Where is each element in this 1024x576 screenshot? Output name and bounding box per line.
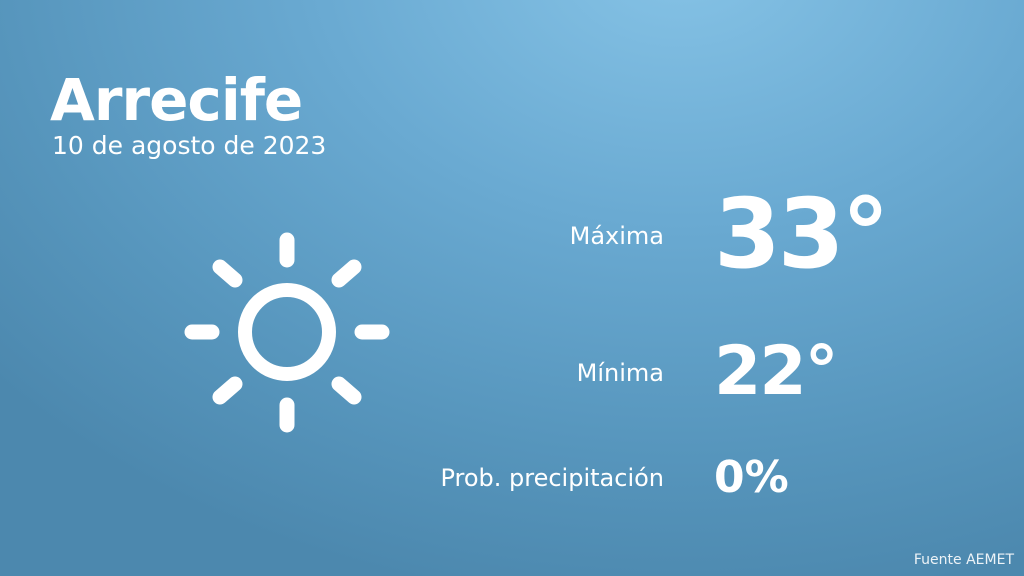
max-temp-label: Máxima — [569, 222, 664, 250]
max-temp-value: 33° — [714, 178, 890, 290]
min-temp-value: 22° — [714, 332, 839, 411]
city-name: Arrecife — [50, 66, 303, 134]
precip-label: Prob. precipitación — [440, 464, 664, 492]
source-credit: Fuente AEMET — [913, 552, 1014, 568]
forecast-date: 10 de agosto de 2023 — [52, 131, 327, 160]
sun-icon — [184, 232, 390, 433]
precip-value: 0% — [714, 452, 789, 503]
min-temp-label: Mínima — [576, 359, 664, 387]
